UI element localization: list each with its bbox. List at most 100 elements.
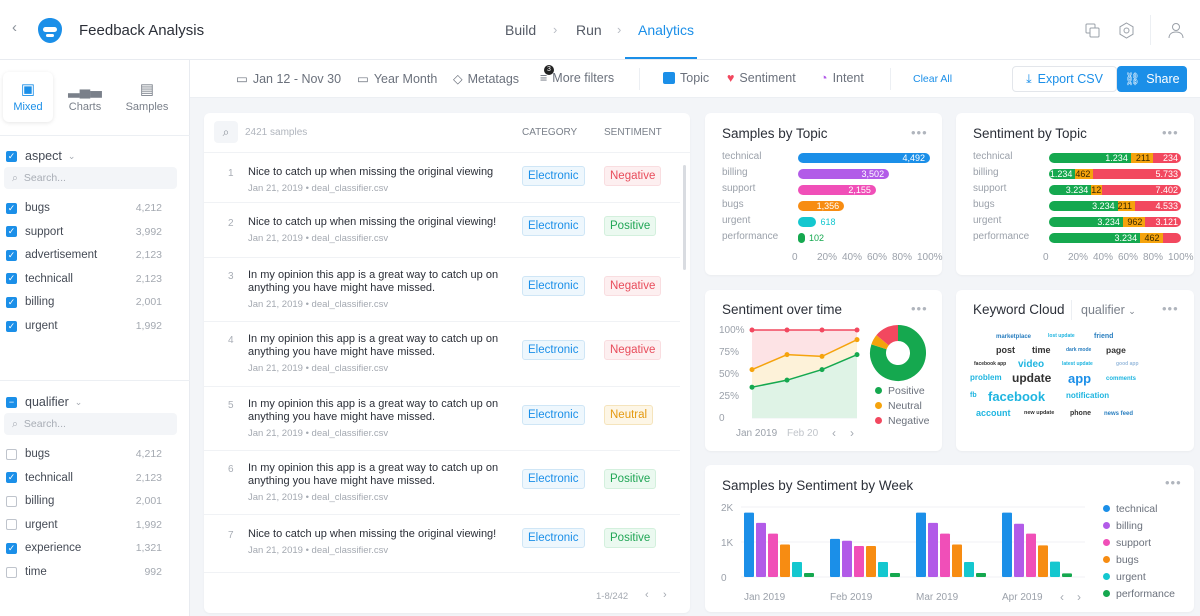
- next-period-button[interactable]: ›: [1077, 590, 1081, 604]
- stacked-bar[interactable]: 3.234 462: [1049, 233, 1181, 243]
- next-period-button[interactable]: ›: [850, 426, 854, 440]
- nav-build[interactable]: Build: [505, 22, 537, 38]
- scrollbar[interactable]: [683, 165, 686, 270]
- clear-all-link[interactable]: Clear All: [913, 73, 953, 85]
- settings-icon[interactable]: [1118, 22, 1135, 39]
- keyword[interactable]: lost update: [1048, 333, 1075, 339]
- checkbox[interactable]: ✓: [6, 296, 17, 308]
- bar-performance[interactable]: [1062, 573, 1072, 577]
- stacked-bar[interactable]: 1.234 462 5.733: [1049, 169, 1181, 179]
- stacked-bar[interactable]: 1.234 211 234: [1049, 153, 1181, 163]
- bar-bugs[interactable]: [866, 546, 876, 577]
- keyword[interactable]: time: [1032, 345, 1051, 355]
- copy-icon[interactable]: [1085, 23, 1101, 39]
- nav-run[interactable]: Run: [576, 22, 602, 38]
- filter-item[interactable]: ✓ advertisement 2,123: [6, 245, 184, 265]
- keyword[interactable]: app: [1068, 371, 1092, 386]
- date-range-filter[interactable]: ▭ Jan 12 - Nov 30: [236, 71, 341, 87]
- bar-billing[interactable]: [842, 540, 852, 577]
- keyword[interactable]: notification: [1066, 391, 1110, 400]
- sample-row[interactable]: 2 Nice to catch up when missing the origi…: [204, 203, 680, 258]
- qualifier-dropdown[interactable]: qualifier ⌄: [1081, 303, 1136, 317]
- keyword[interactable]: marketplace: [996, 334, 1032, 340]
- checkbox[interactable]: [6, 495, 17, 507]
- stacked-bar[interactable]: 3.234 211 4.533: [1049, 201, 1181, 211]
- data-point[interactable]: [819, 327, 825, 333]
- prev-period-button[interactable]: ‹: [1060, 590, 1064, 604]
- checkbox[interactable]: [6, 566, 17, 578]
- keyword[interactable]: post: [996, 345, 1015, 355]
- prev-page-button[interactable]: ‹: [645, 589, 649, 601]
- keyword[interactable]: dark mode: [1066, 347, 1092, 353]
- bar-billing[interactable]: [1014, 523, 1024, 577]
- bar-support[interactable]: [940, 533, 950, 577]
- data-point[interactable]: [784, 377, 790, 383]
- keyword[interactable]: new update: [1024, 410, 1055, 416]
- bar[interactable]: 3,502: [798, 169, 890, 179]
- keyword[interactable]: video: [1018, 359, 1045, 370]
- sample-row[interactable]: 5 In my opinion this app is a great way t…: [204, 387, 680, 451]
- bar-technical[interactable]: [1002, 512, 1012, 577]
- more-options-icon[interactable]: •••: [911, 125, 928, 140]
- checkbox[interactable]: ✓: [6, 226, 17, 238]
- bar-support[interactable]: [1026, 533, 1036, 577]
- keyword[interactable]: facebook: [988, 389, 1046, 404]
- bar[interactable]: 1,356: [798, 201, 845, 211]
- donut-slice-positive[interactable]: [870, 325, 926, 381]
- data-point[interactable]: [784, 352, 790, 358]
- data-point[interactable]: [749, 327, 755, 333]
- filter-item[interactable]: ✓ billing 2,001: [6, 292, 184, 312]
- checkbox[interactable]: ✓: [6, 472, 17, 484]
- filter-item[interactable]: ✓ experience 1,321: [6, 538, 184, 558]
- bar-performance[interactable]: [976, 572, 986, 577]
- filter-item[interactable]: ✓ technicall 2,123: [6, 468, 184, 488]
- bar-billing[interactable]: [928, 522, 938, 577]
- stacked-bar[interactable]: 3.234 962 3.121: [1049, 217, 1181, 227]
- bar[interactable]: 4,492: [798, 153, 930, 163]
- group-checkbox[interactable]: −: [6, 396, 17, 408]
- data-point[interactable]: [819, 353, 825, 359]
- sample-row[interactable]: 6 In my opinion this app is a great way t…: [204, 451, 680, 515]
- nav-analytics[interactable]: Analytics: [638, 22, 695, 38]
- more-options-icon[interactable]: •••: [1162, 125, 1179, 140]
- view-tab-samples[interactable]: ▤ Samples: [120, 72, 174, 122]
- filter-item[interactable]: ✓ support 3,992: [6, 222, 184, 242]
- keyword[interactable]: facebook app: [974, 361, 1007, 367]
- qualifier-search-input[interactable]: ⌕ Search...: [4, 413, 177, 435]
- bar-performance[interactable]: [804, 572, 814, 577]
- next-page-button[interactable]: ›: [663, 589, 667, 601]
- keyword[interactable]: page: [1106, 345, 1126, 355]
- filter-item[interactable]: bugs 4,212: [6, 444, 184, 464]
- more-options-icon[interactable]: •••: [1162, 301, 1179, 316]
- keyword[interactable]: fb: [970, 392, 977, 399]
- keyword[interactable]: friend: [1094, 333, 1114, 340]
- checkbox[interactable]: ✓: [6, 320, 17, 332]
- bar-bugs[interactable]: [780, 544, 790, 577]
- checkbox[interactable]: ✓: [6, 273, 17, 285]
- bar-support[interactable]: [768, 533, 778, 577]
- more-filters-button[interactable]: ≡ 3 More filters: [540, 65, 614, 85]
- more-options-icon[interactable]: •••: [1165, 475, 1182, 490]
- keyword[interactable]: good app: [1116, 361, 1139, 367]
- sample-row[interactable]: 7 Nice to catch up when missing the origi…: [204, 515, 680, 573]
- filter-item[interactable]: ✓ bugs 4,212: [6, 198, 184, 218]
- bar-billing[interactable]: [756, 522, 766, 577]
- aspect-group-header[interactable]: ✓ aspect ⌄: [6, 146, 184, 166]
- metatags-filter[interactable]: ◇ Metatags: [453, 71, 519, 87]
- back-icon[interactable]: ‹: [12, 19, 17, 36]
- filter-item[interactable]: billing 2,001: [6, 491, 184, 511]
- bar-technical[interactable]: [830, 538, 840, 577]
- checkbox[interactable]: ✓: [6, 202, 17, 214]
- bar-urgent[interactable]: [1050, 561, 1060, 577]
- data-point[interactable]: [854, 352, 860, 358]
- bar-technical[interactable]: [916, 512, 926, 577]
- data-point[interactable]: [819, 367, 825, 373]
- prev-period-button[interactable]: ‹: [832, 426, 836, 440]
- bar-bugs[interactable]: [952, 544, 962, 577]
- bar-urgent[interactable]: [878, 561, 888, 577]
- data-point[interactable]: [854, 327, 860, 333]
- export-csv-button[interactable]: ⤓ Export CSV: [1012, 66, 1117, 92]
- sample-row[interactable]: 4 In my opinion this app is a great way t…: [204, 322, 680, 387]
- topic-filter[interactable]: Topic: [663, 71, 709, 85]
- bar-support[interactable]: [854, 546, 864, 577]
